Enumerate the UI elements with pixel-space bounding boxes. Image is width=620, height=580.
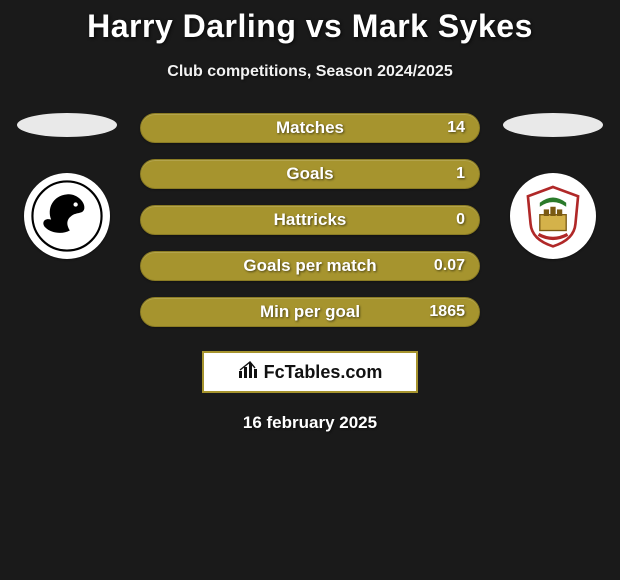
brand-link[interactable]: FcTables.com xyxy=(202,351,418,393)
bristol-city-logo-icon xyxy=(520,183,586,249)
bar-chart-icon xyxy=(238,361,258,384)
swansea-logo-icon xyxy=(31,180,103,252)
right-player-col xyxy=(498,113,608,259)
stat-label: Goals xyxy=(286,164,333,184)
club-badge-left xyxy=(24,173,110,259)
stat-value: 0.07 xyxy=(434,257,465,275)
stat-bar-matches: Matches 14 xyxy=(140,113,480,143)
stat-value: 1865 xyxy=(429,303,465,321)
stat-bar-goals: Goals 1 xyxy=(140,159,480,189)
stat-bar-goals-per-match: Goals per match 0.07 xyxy=(140,251,480,281)
club-badge-right xyxy=(510,173,596,259)
page-title: Harry Darling vs Mark Sykes xyxy=(0,8,620,45)
stat-value: 14 xyxy=(447,119,465,137)
comparison-card: Harry Darling vs Mark Sykes Club competi… xyxy=(0,0,620,433)
player-photo-placeholder-left xyxy=(17,113,117,137)
stat-bar-hattricks: Hattricks 0 xyxy=(140,205,480,235)
page-subtitle: Club competitions, Season 2024/2025 xyxy=(0,63,620,81)
main-row: Matches 14 Goals 1 Hattricks 0 Goals per… xyxy=(0,113,620,327)
player-photo-placeholder-right xyxy=(503,113,603,137)
update-date: 16 february 2025 xyxy=(0,413,620,433)
stat-bar-min-per-goal: Min per goal 1865 xyxy=(140,297,480,327)
left-player-col xyxy=(12,113,122,259)
stats-column: Matches 14 Goals 1 Hattricks 0 Goals per… xyxy=(140,113,480,327)
stat-label: Goals per match xyxy=(243,256,376,276)
stat-label: Min per goal xyxy=(260,302,360,322)
stat-value: 0 xyxy=(456,211,465,229)
stat-value: 1 xyxy=(456,165,465,183)
stat-label: Matches xyxy=(276,118,344,138)
stat-label: Hattricks xyxy=(274,210,347,230)
brand-text: FcTables.com xyxy=(264,362,383,383)
